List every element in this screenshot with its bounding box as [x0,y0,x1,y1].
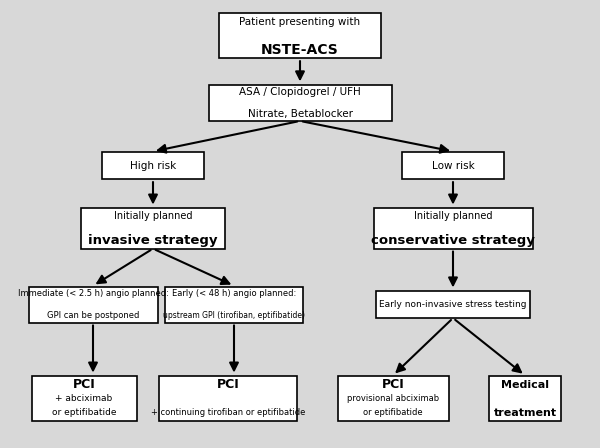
Text: treatment: treatment [493,408,557,418]
FancyBboxPatch shape [337,376,449,421]
FancyBboxPatch shape [159,376,297,421]
Text: PCI: PCI [217,378,239,392]
FancyBboxPatch shape [377,291,530,318]
Text: conservative strategy: conservative strategy [371,234,535,247]
Text: + abciximab: + abciximab [55,394,113,403]
Text: provisional abciximab: provisional abciximab [347,394,439,403]
Text: Low risk: Low risk [431,161,475,171]
Text: PCI: PCI [73,378,95,392]
Text: PCI: PCI [382,378,404,392]
Text: + continuing tirofiban or eptifibatide: + continuing tirofiban or eptifibatide [151,408,305,417]
Text: NSTE-ACS: NSTE-ACS [261,43,339,57]
Text: Patient presenting with: Patient presenting with [239,17,361,27]
Text: Nitrate, Betablocker: Nitrate, Betablocker [248,109,353,119]
Text: High risk: High risk [130,161,176,171]
FancyBboxPatch shape [81,208,225,249]
FancyBboxPatch shape [32,376,137,421]
FancyBboxPatch shape [374,208,533,249]
FancyBboxPatch shape [209,85,392,121]
Text: Early (< 48 h) angio planned:: Early (< 48 h) angio planned: [172,289,296,298]
FancyBboxPatch shape [402,152,504,179]
Text: or eptifibatide: or eptifibatide [363,408,423,417]
Text: or eptifibatide: or eptifibatide [52,408,116,417]
Text: Early non-invasive stress testing: Early non-invasive stress testing [379,300,527,309]
Text: Initially planned: Initially planned [414,211,492,221]
Text: invasive strategy: invasive strategy [88,234,218,247]
FancyBboxPatch shape [165,287,303,323]
Text: Medical: Medical [501,380,549,390]
Text: Initially planned: Initially planned [114,211,192,221]
Text: ASA / Clopidogrel / UFH: ASA / Clopidogrel / UFH [239,87,361,97]
Text: upstream GPI (tirofiban, eptifibatide): upstream GPI (tirofiban, eptifibatide) [163,311,305,320]
FancyBboxPatch shape [29,287,157,323]
Text: Immediate (< 2.5 h) angio planned:: Immediate (< 2.5 h) angio planned: [17,289,169,298]
FancyBboxPatch shape [102,152,204,179]
FancyBboxPatch shape [219,13,381,58]
FancyBboxPatch shape [489,376,561,421]
Text: GPI can be postponed: GPI can be postponed [47,311,139,320]
